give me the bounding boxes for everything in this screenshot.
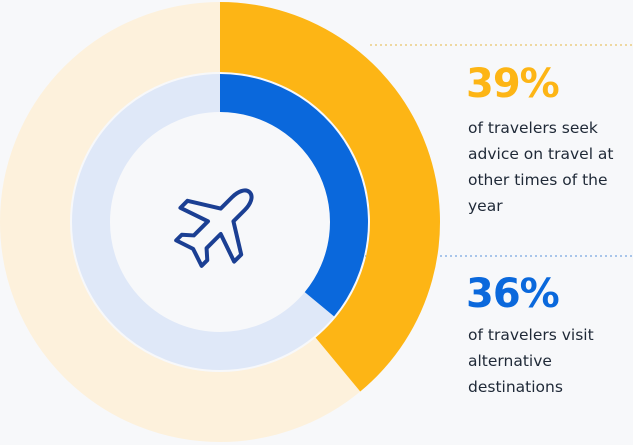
- description: of travelers seek advice on travel at ot…: [468, 119, 614, 215]
- description: of travelers visit alternative destinati…: [468, 326, 594, 396]
- ring-segment: [220, 2, 440, 392]
- percent-label: 39%: [466, 61, 560, 107]
- rings: [220, 2, 440, 392]
- plane-icon: [174, 188, 254, 268]
- center: [111, 113, 329, 331]
- percent-label: 36%: [466, 271, 560, 317]
- ring-segment: [220, 74, 368, 317]
